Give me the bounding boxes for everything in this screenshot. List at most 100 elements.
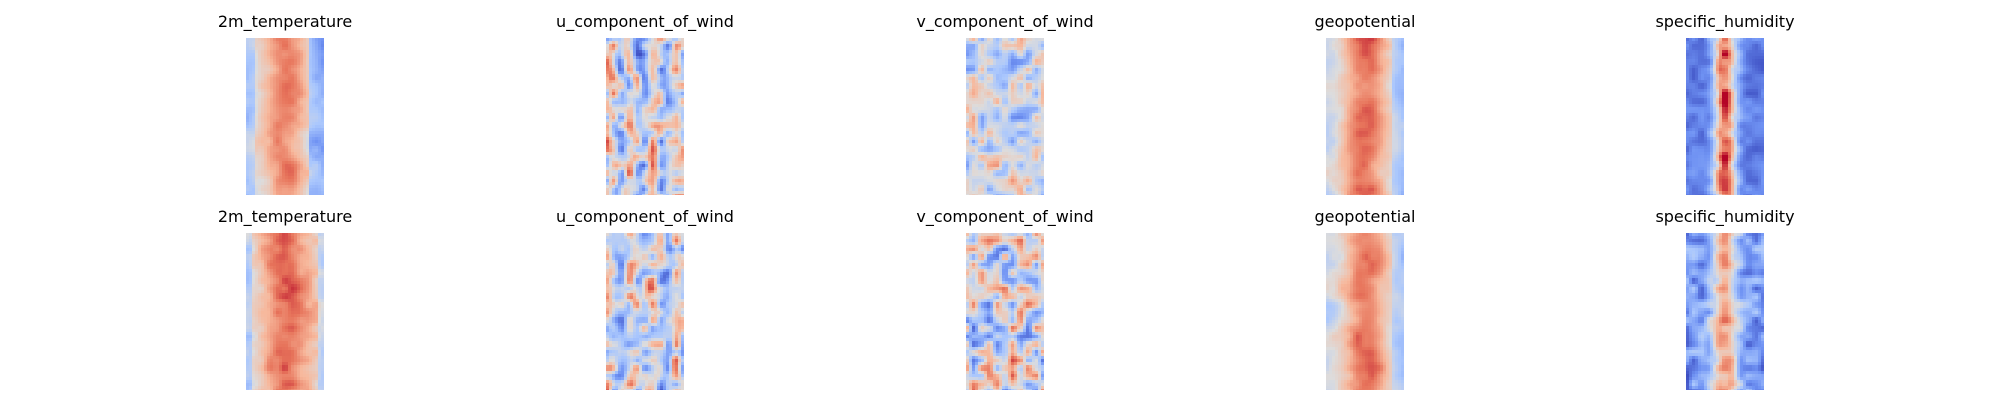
heatmap-panel: u_component_of_wind — [545, 8, 745, 195]
heatmap-cell — [321, 161, 324, 165]
heatmap-cell — [255, 137, 259, 141]
heatmap-cell — [981, 125, 985, 129]
heatmap-cell — [303, 122, 307, 126]
heatmap-cell — [645, 53, 649, 57]
heatmap-cell — [975, 134, 979, 138]
heatmap-cell — [615, 176, 619, 180]
heatmap-cell — [1395, 62, 1399, 66]
heatmap-cell — [315, 185, 319, 189]
heatmap-cell — [639, 113, 643, 117]
heatmap-cell — [1008, 179, 1012, 183]
heatmap-cell — [969, 167, 973, 171]
heatmap-cell — [1347, 38, 1351, 42]
heatmap-cell — [288, 50, 292, 54]
heatmap-cell — [1383, 128, 1387, 132]
heatmap-cell — [1401, 104, 1404, 108]
heatmap-cell — [303, 62, 307, 66]
heatmap-cell — [651, 104, 655, 108]
heatmap-cell — [318, 38, 322, 42]
heatmap-cell — [270, 80, 274, 84]
heatmap-cell — [606, 161, 610, 165]
heatmap-cell — [282, 143, 286, 147]
heatmap-cell — [630, 146, 634, 150]
heatmap-cell — [312, 38, 316, 42]
heatmap-cell — [651, 80, 655, 84]
heatmap-cell — [1371, 92, 1375, 96]
heatmap-cell — [663, 164, 667, 168]
heatmap-cell — [990, 194, 994, 195]
heatmap-cell — [315, 176, 319, 180]
heatmap-cell — [1035, 122, 1039, 126]
heatmap-cell — [300, 167, 304, 171]
heatmap-cell — [1029, 77, 1033, 81]
heatmap-cell — [1005, 119, 1009, 123]
heatmap-cell — [318, 134, 322, 138]
heatmap-cell — [1377, 104, 1381, 108]
heatmap-cell — [648, 107, 652, 111]
heatmap-cell — [660, 98, 664, 102]
heatmap-cell — [1350, 77, 1354, 81]
heatmap-cell — [276, 194, 280, 195]
heatmap-cell — [627, 116, 631, 120]
heatmap-cell — [609, 53, 613, 57]
heatmap-cell — [1362, 47, 1366, 51]
heatmap-cell — [639, 44, 643, 48]
heatmap-cell — [654, 53, 658, 57]
heatmap-cell — [264, 77, 268, 81]
heatmap-cell — [1026, 146, 1030, 150]
heatmap-cell — [657, 53, 661, 57]
heatmap-cell — [300, 71, 304, 75]
heatmap-cell — [669, 116, 673, 120]
heatmap-cell — [999, 83, 1003, 87]
heatmap-cell — [651, 155, 655, 159]
heatmap-cell — [291, 143, 295, 147]
heatmap-cell — [249, 182, 253, 186]
heatmap-cell — [1029, 128, 1033, 132]
heatmap-cell — [1329, 104, 1333, 108]
heatmap-cell — [261, 179, 265, 183]
heatmap-cell — [264, 146, 268, 150]
heatmap-cell — [612, 119, 616, 123]
heatmap-cell — [675, 155, 679, 159]
heatmap-cell — [267, 149, 271, 153]
heatmap-cell — [303, 170, 307, 174]
heatmap-cell — [654, 80, 658, 84]
heatmap-cell — [249, 191, 253, 195]
heatmap-cell — [1023, 77, 1027, 81]
heatmap-cell — [642, 182, 646, 186]
heatmap-cell — [1326, 119, 1330, 123]
heatmap-cell — [627, 62, 631, 66]
heatmap-cell — [660, 104, 664, 108]
heatmap-cell — [288, 110, 292, 114]
heatmap-cell — [624, 65, 628, 69]
heatmap-cell — [621, 170, 625, 174]
heatmap-cell — [246, 107, 250, 111]
heatmap-cell — [618, 107, 622, 111]
heatmap-cell — [990, 119, 994, 123]
heatmap-cell — [966, 155, 970, 159]
heatmap-cell — [639, 110, 643, 114]
heatmap-cell — [666, 95, 670, 99]
heatmap-cell — [252, 62, 256, 66]
heatmap-cell — [1344, 101, 1348, 105]
heatmap-cell — [627, 92, 631, 96]
heatmap-cell — [1020, 179, 1024, 183]
heatmap-cell — [633, 86, 637, 90]
heatmap-cell — [996, 188, 1000, 192]
heatmap-cell — [300, 143, 304, 147]
heatmap-cell — [1020, 152, 1024, 156]
heatmap-cell — [1014, 167, 1018, 171]
heatmap-cell — [294, 86, 298, 90]
heatmap-cell — [1041, 44, 1044, 48]
heatmap-cell — [672, 41, 676, 45]
heatmap-cell — [288, 134, 292, 138]
heatmap-cell — [252, 56, 256, 60]
heatmap-cell — [282, 104, 286, 108]
heatmap-cell — [267, 188, 271, 192]
heatmap-cell — [648, 74, 652, 78]
heatmap-cell — [636, 62, 640, 66]
heatmap-cell — [255, 140, 259, 144]
heatmap-cell — [1020, 104, 1024, 108]
heatmap-cell — [1359, 101, 1363, 105]
heatmap-cell — [276, 179, 280, 183]
